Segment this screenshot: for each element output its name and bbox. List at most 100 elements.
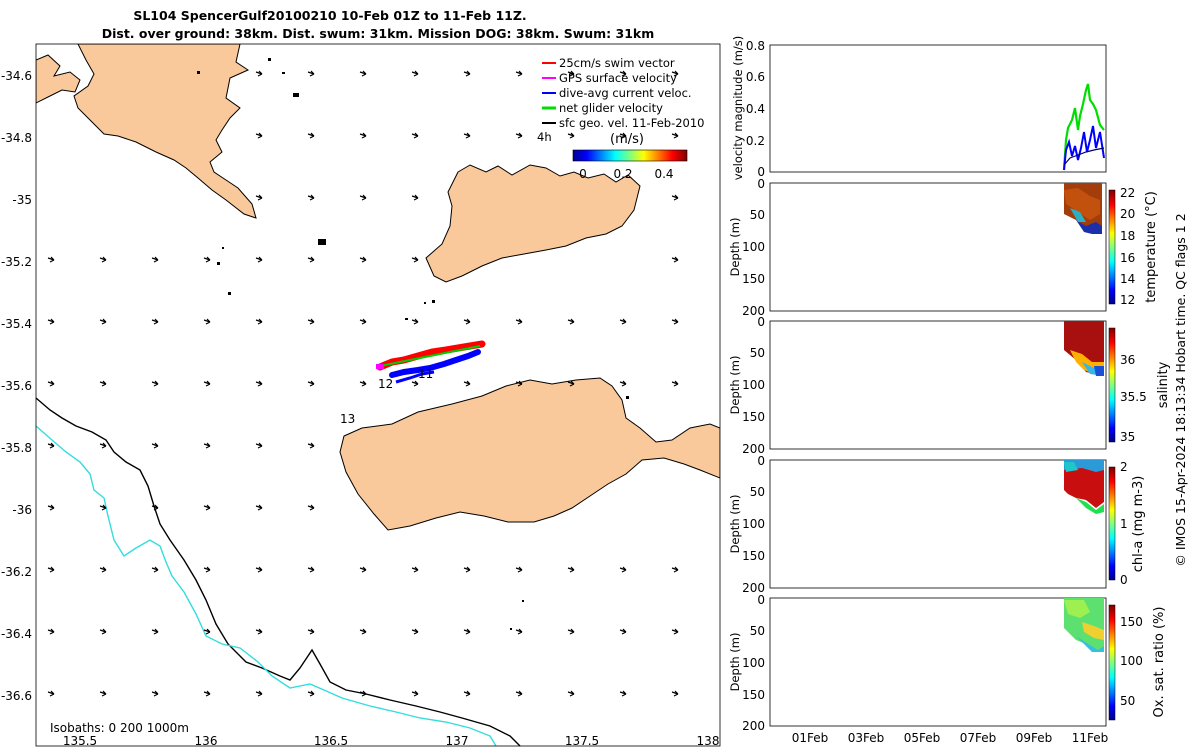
geo-velocity-arrow xyxy=(359,194,367,201)
geo-velocity-arrow xyxy=(151,566,159,573)
colorbar-tick-2: 0.4 xyxy=(654,167,673,181)
geo-velocity-arrow xyxy=(203,504,211,511)
geo-velocity-arrow xyxy=(463,380,471,387)
chla-cb-tick: 1 xyxy=(1120,517,1128,531)
geo-velocity-arrow xyxy=(567,690,575,697)
ox-cb-tick: 100 xyxy=(1120,654,1143,668)
geo-velocity-arrow xyxy=(47,380,55,387)
svg-text:25cm/s swim vector: 25cm/s swim vector xyxy=(559,56,675,70)
geo-velocity-arrow xyxy=(567,628,575,635)
ox-y-tick: 200 xyxy=(742,719,765,733)
ox-y-tick: 50 xyxy=(750,624,765,638)
time-x-tick: 01Feb xyxy=(792,731,829,745)
sal-y-tick: 200 xyxy=(742,442,765,456)
ox-y-tick: 150 xyxy=(742,688,765,702)
chla-cb-label: chl-a (mg m-3) xyxy=(1131,476,1146,573)
geo-velocity-arrow xyxy=(255,504,263,511)
geo-velocity-arrow xyxy=(359,70,367,77)
geo-velocity-arrow xyxy=(463,628,471,635)
ox-cb-tick: 50 xyxy=(1120,694,1135,708)
geo-velocity-arrow xyxy=(619,70,627,77)
geo-velocity-arrow xyxy=(359,690,367,697)
temp-cb-tick: 12 xyxy=(1120,293,1135,307)
temperature-panel: 0 50 100 150 200 Depth (m) 22 20 18 16 1… xyxy=(728,177,1159,318)
temp-y-tick: 150 xyxy=(742,272,765,286)
geo-velocity-arrow xyxy=(151,318,159,325)
geo-velocity-arrow xyxy=(307,628,315,635)
geo-velocity-arrow xyxy=(151,442,159,449)
ox-y-tick: 100 xyxy=(742,656,765,670)
map-y-tick: -35.6 xyxy=(1,379,32,393)
footer-credit: © IMOS 15-Apr-2024 18:13:34 Hobart time.… xyxy=(1173,213,1188,566)
map-y-tick: -34.6 xyxy=(1,69,32,83)
day-label-12: 12 xyxy=(378,377,393,391)
legend-item-swim-vector: 25cm/s swim vector xyxy=(542,56,675,70)
colorbar-tick-1: 0.2 xyxy=(613,167,632,181)
geo-velocity-arrow xyxy=(307,690,315,697)
isobath-200 xyxy=(35,397,521,747)
geo-velocity-arrow xyxy=(99,690,107,697)
series-net-glider-velocity xyxy=(1062,83,1105,171)
geo-velocity-arrow xyxy=(255,194,263,201)
geo-velocity-arrow xyxy=(307,256,315,263)
geo-velocity-arrow xyxy=(671,628,679,635)
map-x-tick: 136.5 xyxy=(314,734,348,748)
map-y-tick: -35.2 xyxy=(1,255,32,269)
geo-velocity-arrow xyxy=(671,70,679,77)
geo-velocity-arrow xyxy=(619,318,627,325)
sal-y-tick: 50 xyxy=(750,346,765,360)
vel-y-tick: 0 xyxy=(757,165,765,179)
temp-cb-tick: 20 xyxy=(1120,207,1135,221)
geo-velocity-arrow xyxy=(671,380,679,387)
temp-cb-tick: 14 xyxy=(1120,272,1135,286)
geo-velocity-arrow xyxy=(203,566,211,573)
geo-velocity-arrow xyxy=(359,256,367,263)
geo-velocity-arrow xyxy=(47,690,55,697)
chla-cb-tick: 0 xyxy=(1120,573,1128,587)
chla-y-tick: 50 xyxy=(750,485,765,499)
day-label-11: 11 xyxy=(418,367,433,381)
geo-velocity-arrow xyxy=(307,194,315,201)
geo-velocity-arrow xyxy=(255,566,263,573)
geo-velocity-arrow xyxy=(411,380,419,387)
map-panel: 12 11 13 25cm/s swim vector GPS surface … xyxy=(1,43,721,748)
oxygen-panel: 0 50 100 150 200 Depth (m) 150 100 50 Ox… xyxy=(728,593,1167,745)
surface-geostrophic-arrows xyxy=(47,70,679,697)
geo-velocity-arrow xyxy=(671,132,679,139)
map-x-tick: 137 xyxy=(446,734,469,748)
chla-colorbar xyxy=(1108,466,1116,581)
geo-velocity-arrow xyxy=(411,194,419,201)
svg-text:dive-avg current veloc.: dive-avg current veloc. xyxy=(559,86,692,100)
geo-velocity-arrow xyxy=(307,318,315,325)
geo-velocity-arrow xyxy=(671,256,679,263)
geo-velocity-arrow xyxy=(411,70,419,77)
colorbar-title: (m/s) xyxy=(610,132,644,147)
land-eyre-peninsula xyxy=(36,44,257,219)
sal-y-tick: 0 xyxy=(757,315,765,329)
geo-velocity-arrow xyxy=(463,70,471,77)
map-x-axis: 135.5 136 136.5 137 137.5 138 xyxy=(63,734,720,748)
map-x-tick: 138 xyxy=(697,734,720,748)
geo-velocity-arrow xyxy=(255,318,263,325)
ox-y-tick: 0 xyxy=(757,593,765,607)
geo-velocity-arrow xyxy=(359,380,367,387)
geo-velocity-arrow xyxy=(47,256,55,263)
geo-velocity-arrow xyxy=(203,256,211,263)
geo-velocity-arrow xyxy=(619,628,627,635)
geo-velocity-arrow xyxy=(255,70,263,77)
geo-velocity-arrow xyxy=(307,566,315,573)
geo-velocity-arrow xyxy=(671,194,679,201)
legend-item-gps-velocity: GPS surface velocity xyxy=(542,71,677,85)
geo-velocity-arrow xyxy=(99,504,107,511)
map-y-tick: -36 xyxy=(12,503,32,517)
geo-velocity-arrow xyxy=(99,318,107,325)
geo-velocity-arrow xyxy=(359,566,367,573)
map-y-tick: -36.6 xyxy=(1,689,32,703)
geo-velocity-arrow xyxy=(411,566,419,573)
land-yorke-peninsula xyxy=(425,164,641,283)
temp-y-tick: 100 xyxy=(742,240,765,254)
sal-cb-tick: 35 xyxy=(1120,430,1135,444)
geo-velocity-arrow xyxy=(515,566,523,573)
chla-panel: 0 50 100 150 200 Depth (m) 2 1 0 chl-a (… xyxy=(728,454,1146,595)
